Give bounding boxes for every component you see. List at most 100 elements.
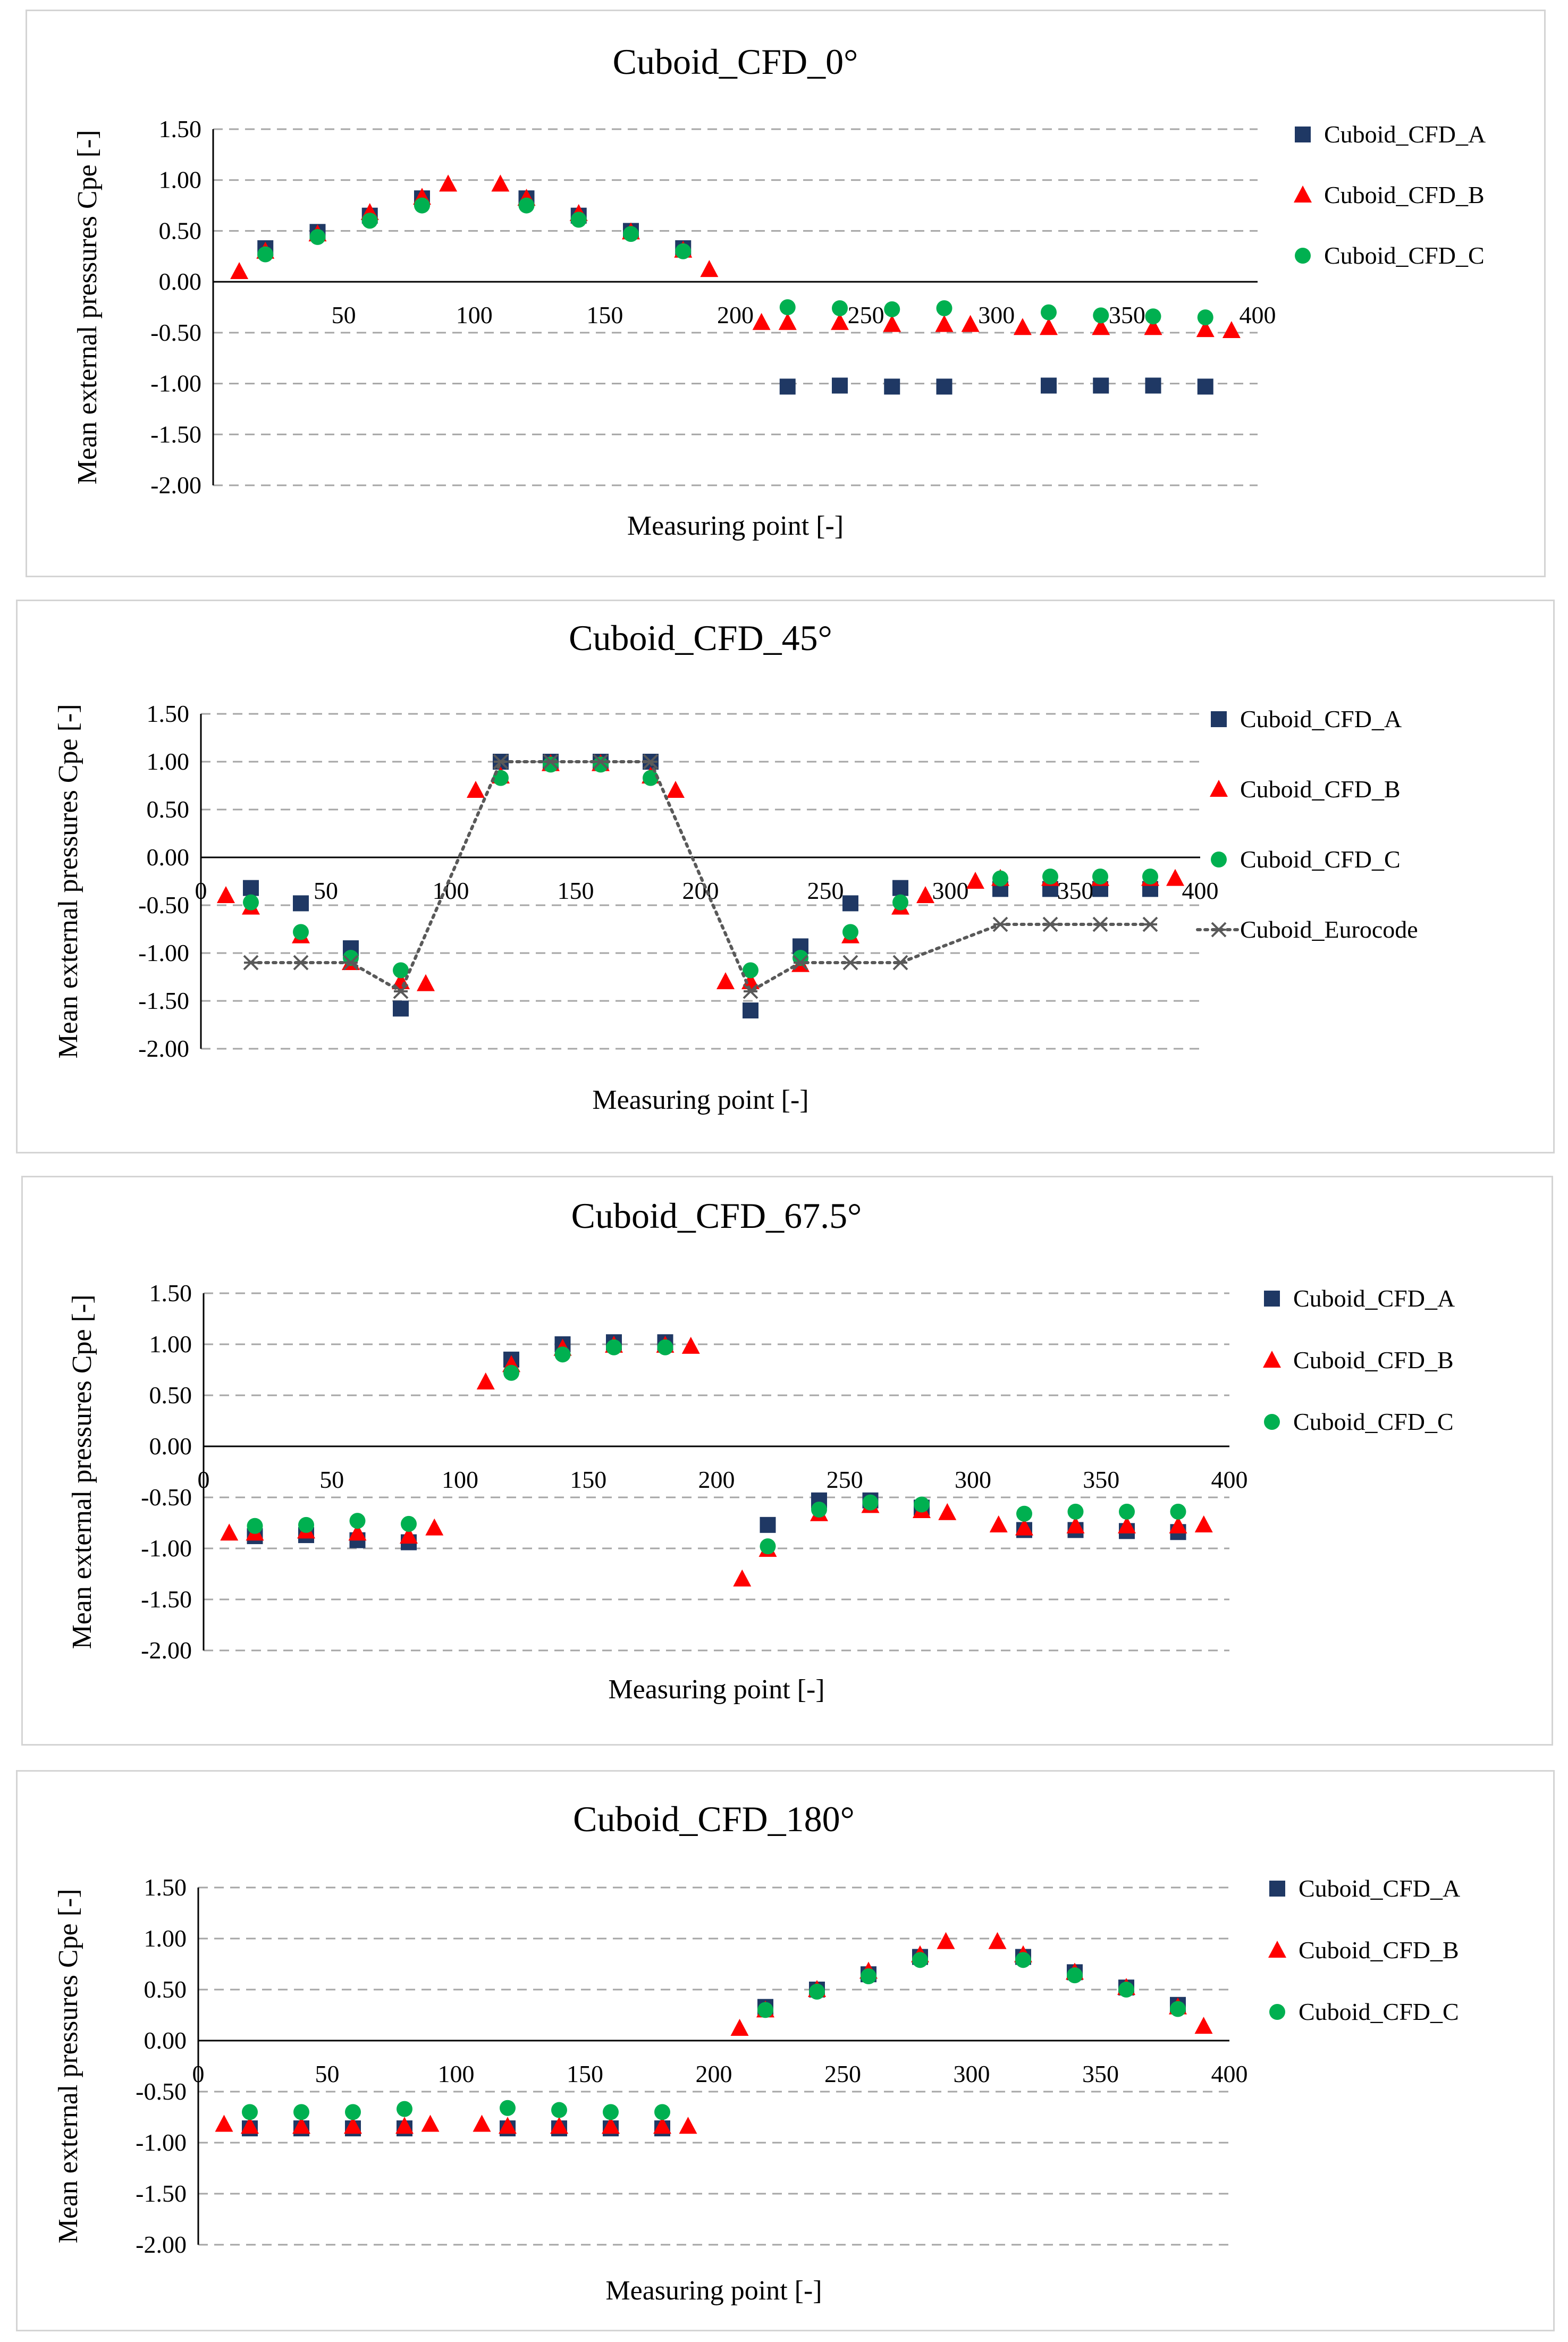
y-tick-label: -1.50 [136,2180,187,2207]
x-tick-label: 250 [824,2060,861,2087]
data-point [733,1569,752,1587]
x-tick-label: 0 [195,877,207,904]
data-point [916,886,934,903]
x-tick-label: 300 [954,2060,990,2087]
y-tick-label: -1.50 [138,987,189,1014]
data-point [1166,869,1184,886]
y-tick-label: 0.50 [149,1381,192,1409]
data-point [832,300,848,316]
y-tick-label: -1.50 [141,1586,192,1613]
data-point [392,972,410,989]
y-axis-label: Mean external pressures Cpe [-] [67,1294,97,1649]
data-point [1092,916,1108,932]
x-tick-label: 250 [807,877,844,904]
data-point [1040,318,1058,335]
data-point [1066,1516,1085,1534]
data-point [414,197,430,214]
data-point [937,1932,955,1949]
x-tick-label: 350 [1083,1466,1119,1493]
data-point [393,1000,409,1017]
chart-title: Cuboid_CFD_67.5° [571,1195,862,1236]
y-axis-label: Mean external pressures Cpe [-] [72,130,103,484]
legend-item: Cuboid_CFD_B [1210,776,1401,803]
chart-45deg: Cuboid_CFD_45° 1.50 1.00 0.50 0.00 -0.50 -1.00… [53,618,1418,1115]
data-point [417,974,435,991]
data-point [1194,2017,1213,2034]
y-tick-label: -1.00 [141,1535,192,1562]
data-point [1092,318,1110,335]
legend-marker [1295,248,1311,264]
data-point [1144,318,1162,335]
data-point [779,299,796,315]
data-point [842,895,858,912]
x-tick-label: 200 [696,2060,732,2087]
legend-item: Cuboid_CFD_B [1268,1936,1459,1964]
legend-item: Cuboid_CFD_C [1295,242,1485,269]
data-point [936,300,952,316]
data-point [936,378,952,395]
data-point [493,754,509,770]
data-point [657,1339,673,1355]
data-point [700,260,719,277]
data-point [892,894,908,911]
y-axis-label: Mean external pressures Cpe [-] [53,1889,83,2243]
x-tick-label: 100 [456,301,493,328]
series-cuboid-cfd-c [243,756,1158,979]
x-tick-label: 100 [438,2060,475,2087]
data-point [832,377,848,394]
y-tick-label: 1.50 [144,1874,187,1901]
data-point [242,2104,258,2120]
x-tick-label: 300 [955,1466,991,1493]
x-axis-label: Measuring point [-] [627,511,844,541]
data-point [476,1372,495,1390]
y-tick-label: 1.00 [147,748,190,775]
y-tick-label: -0.50 [136,2078,187,2105]
x-tick-label: 150 [586,301,623,328]
chart-panel-180: Cuboid_CFD_180° 1.50 1.00 0.50 0.00 -0.50 -1.0… [16,1770,1555,2331]
x-tick-label: 350 [1057,877,1094,904]
data-point [654,2104,670,2120]
chart-180deg: Cuboid_CFD_180° 1.50 1.00 0.50 0.00 -0.50 -1.0… [53,1799,1460,2306]
legend-marker [1295,127,1311,142]
data-point [1093,307,1109,324]
y-tick-label: 0.00 [144,2027,187,2054]
y-tick-label: 1.50 [149,1279,192,1307]
data-point [938,1503,957,1520]
data-point [343,955,359,971]
legend-item: Cuboid_CFD_A [1295,121,1486,148]
data-point [241,2117,259,2134]
data-point [499,2117,517,2134]
legend-marker [1263,1351,1281,1368]
y-tick-label: -1.50 [150,420,201,448]
data-point [344,2117,362,2134]
legend-label: Cuboid_CFD_B [1299,1936,1459,1964]
data-point [602,2117,620,2134]
data-point [966,872,984,889]
y-tick-label: 1.50 [159,115,202,142]
data-point [884,378,900,395]
series-cuboid-cfd-c [257,197,1213,326]
y-tick-label: 0.50 [159,217,202,244]
data-point [1015,1952,1031,1968]
data-point [543,754,559,770]
data-point [779,378,796,395]
legend-label: Cuboid_CFD_A [1240,705,1402,732]
data-point [809,1983,825,2000]
data-point [1118,1516,1136,1534]
series-cuboid-eurocode [243,754,1158,999]
data-point [643,770,659,786]
data-point [743,1002,758,1018]
y-tick-label: -1.00 [138,939,189,966]
data-point [752,313,771,330]
data-point [1142,869,1158,884]
data-point [623,226,639,242]
data-point [550,2117,568,2134]
x-tick-label: 150 [570,1466,606,1493]
data-point [292,2117,310,2134]
x-tick-label: 250 [848,301,884,328]
legend-item: Cuboid_CFD_C [1211,846,1401,873]
data-point [309,229,326,245]
x-tick-label: 0 [198,1466,210,1493]
data-point [1013,318,1032,335]
y-tick-label: 0.00 [149,1433,192,1460]
